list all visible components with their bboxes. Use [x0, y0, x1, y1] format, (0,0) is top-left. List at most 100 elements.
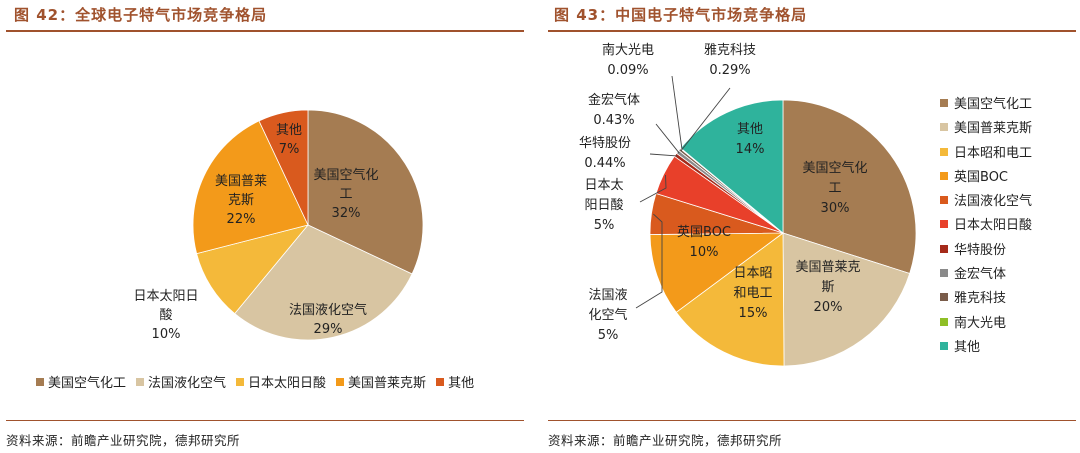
right-source-note: 资料来源：前瞻产业研究院，德邦研究所 — [548, 433, 783, 448]
right-legend-item: 南大光电 — [940, 312, 1032, 336]
left-label-4-1: 7% — [279, 142, 300, 157]
left-label-2-2: 10% — [152, 327, 181, 342]
left-label-1-0: 法国液化空气 — [289, 302, 367, 318]
right-label-6-0: 华特股份 — [579, 136, 631, 151]
right-label-9-0: 南大光电 — [602, 42, 654, 58]
right-slice-1 — [782, 232, 911, 367]
left-legend-label: 美国普莱克斯 — [348, 376, 427, 391]
right-legend-label: 日本太阳日酸 — [954, 218, 1033, 234]
right-label-10-0: 其他 — [737, 122, 763, 137]
left-legend-swatch — [436, 378, 445, 386]
right-legend-label: 英国BOC — [954, 169, 1008, 185]
left-label-3-2: 22% — [227, 212, 256, 227]
left-legend-item: 美国空气化工 — [36, 372, 126, 391]
right-legend-label: 日本昭和电工 — [954, 145, 1033, 161]
right-legend-item: 美国空气化工 — [940, 93, 1032, 117]
left-label-1-1: 29% — [314, 322, 343, 337]
right-label-10-1: 14% — [736, 142, 765, 157]
left-legend-label: 其他 — [448, 376, 475, 391]
left-pie-chart: 美国空气化工 32% 法国液化空气 29% 日本太阳日酸 10% 美国普莱克斯 22% 其他 7% — [133, 109, 424, 342]
left-slice-1 — [234, 224, 413, 341]
right-legend-item: 金宏气体 — [940, 263, 1032, 287]
right-leader-5 — [639, 175, 667, 203]
right-label-1-2: 20% — [814, 300, 843, 315]
right-leader-9 — [671, 75, 683, 150]
left-slice-2 — [196, 224, 310, 315]
left-source-note: 资料来源：前瞻产业研究院，德邦研究所 — [6, 433, 241, 448]
left-slice-4 — [258, 109, 309, 226]
right-legend-swatch — [940, 244, 948, 253]
left-label-0-2: 32% — [332, 206, 361, 221]
left-label-4-0: 其他 — [276, 123, 302, 138]
right-label-7-1: 0.43% — [593, 113, 634, 128]
right-leader-6 — [649, 153, 678, 157]
left-figure-title: 图 42：全球电子特气市场竞争格局 — [14, 6, 268, 24]
right-label-0-2: 30% — [821, 201, 850, 216]
right-leader-7 — [655, 123, 680, 154]
right-legend-item: 英国BOC — [940, 166, 1032, 190]
right-legend-swatch — [940, 123, 948, 132]
right-label-1-1: 斯 — [821, 280, 834, 295]
right-pie-chart: 美国空气化工 30% 美国普莱克斯 20% 日本昭和电工 15% 英国BOC 10% 法国液化空… — [579, 42, 917, 367]
right-label-3-0: 英国BOC — [677, 225, 731, 240]
right-label-8-1: 0.29% — [709, 63, 750, 78]
right-panel: 图 43：中国电子特气市场竞争格局 美国空气化工 30% 美国普莱克斯 20% 日本昭和… — [540, 0, 1080, 453]
left-slice-0 — [307, 109, 424, 275]
left-legend-item: 日本太阳日酸 — [236, 372, 326, 391]
right-legend-swatch — [940, 147, 948, 156]
left-legend-label: 美国空气化工 — [48, 376, 127, 391]
left-slice-3 — [192, 120, 309, 255]
right-figure-title: 图 43：中国电子特气市场竞争格局 — [554, 6, 808, 24]
right-legend: 美国空气化工美国普莱克斯 日本昭和电工 英国BOC 法国液化空气日本太阳日酸华特股份金… — [940, 93, 1032, 360]
right-slice-2 — [675, 232, 785, 367]
left-legend-item: 法国液化空气 — [136, 372, 226, 391]
left-legend-swatch — [136, 378, 145, 386]
right-legend-label: 美国普莱克斯 — [954, 121, 1033, 137]
right-label-0-1: 工 — [828, 181, 841, 196]
right-legend-item: 雅克科技 — [940, 287, 1032, 311]
right-legend-swatch — [940, 269, 948, 278]
left-legend-swatch — [36, 378, 44, 386]
left-panel: 图 42：全球电子特气市场竞争格局 美国空气化工 32% 法国液化空气 29% 日本太阳… — [6, 6, 530, 448]
right-slice-10 — [680, 99, 784, 234]
right-legend-item: 华特股份 — [940, 239, 1032, 263]
right-label-4-2: 5% — [598, 328, 619, 343]
right-legend-swatch — [940, 220, 948, 229]
right-legend-swatch — [940, 171, 948, 180]
right-legend-swatch — [940, 341, 948, 350]
right-legend-label: 雅克科技 — [954, 291, 1007, 307]
right-slice-0 — [782, 99, 917, 275]
right-legend-label: 其他 — [954, 339, 981, 355]
right-leader-4 — [635, 213, 663, 309]
left-legend-label: 法国液化空气 — [148, 376, 227, 391]
right-label-2-0: 日本昭 — [733, 266, 772, 281]
left-label-2-0: 日本太阳日 — [133, 289, 198, 304]
right-label-4-1: 化空气 — [588, 307, 627, 323]
right-label-0-0: 美国空气化 — [802, 160, 867, 176]
left-label-2-1: 酸 — [159, 308, 172, 323]
right-legend-swatch — [940, 293, 948, 302]
right-leader-8 — [680, 87, 731, 152]
right-legend-item: 日本太阳日酸 — [940, 214, 1032, 238]
right-label-2-2: 15% — [739, 306, 768, 321]
right-label-3-1: 10% — [690, 245, 719, 260]
left-legend: 美国空气化工 法国液化空气 日本太阳日酸 美国普莱克斯 其他 — [36, 372, 530, 392]
left-label-0-1: 工 — [339, 187, 352, 202]
right-legend-item: 美国普莱克斯 — [940, 117, 1032, 141]
right-legend-label: 南大光电 — [954, 315, 1007, 331]
right-bottom-rule — [548, 420, 1076, 421]
left-legend-item: 美国普莱克斯 — [336, 372, 426, 391]
right-label-6-1: 0.44% — [584, 156, 625, 171]
left-title-rule — [6, 30, 524, 32]
left-label-0-0: 美国空气化 — [313, 167, 378, 183]
right-label-4-0: 法国液 — [588, 288, 627, 303]
right-legend-item: 其他 — [940, 336, 1032, 360]
right-legend-label: 金宏气体 — [954, 267, 1007, 283]
right-slice-3 — [649, 232, 785, 313]
right-legend-item: 法国液化空气 — [940, 190, 1032, 214]
right-label-5-0: 日本太 — [584, 178, 623, 193]
right-legend-swatch — [940, 317, 948, 326]
left-legend-swatch — [336, 378, 345, 386]
left-label-3-1: 克斯 — [228, 193, 254, 208]
left-bottom-rule — [6, 420, 524, 421]
